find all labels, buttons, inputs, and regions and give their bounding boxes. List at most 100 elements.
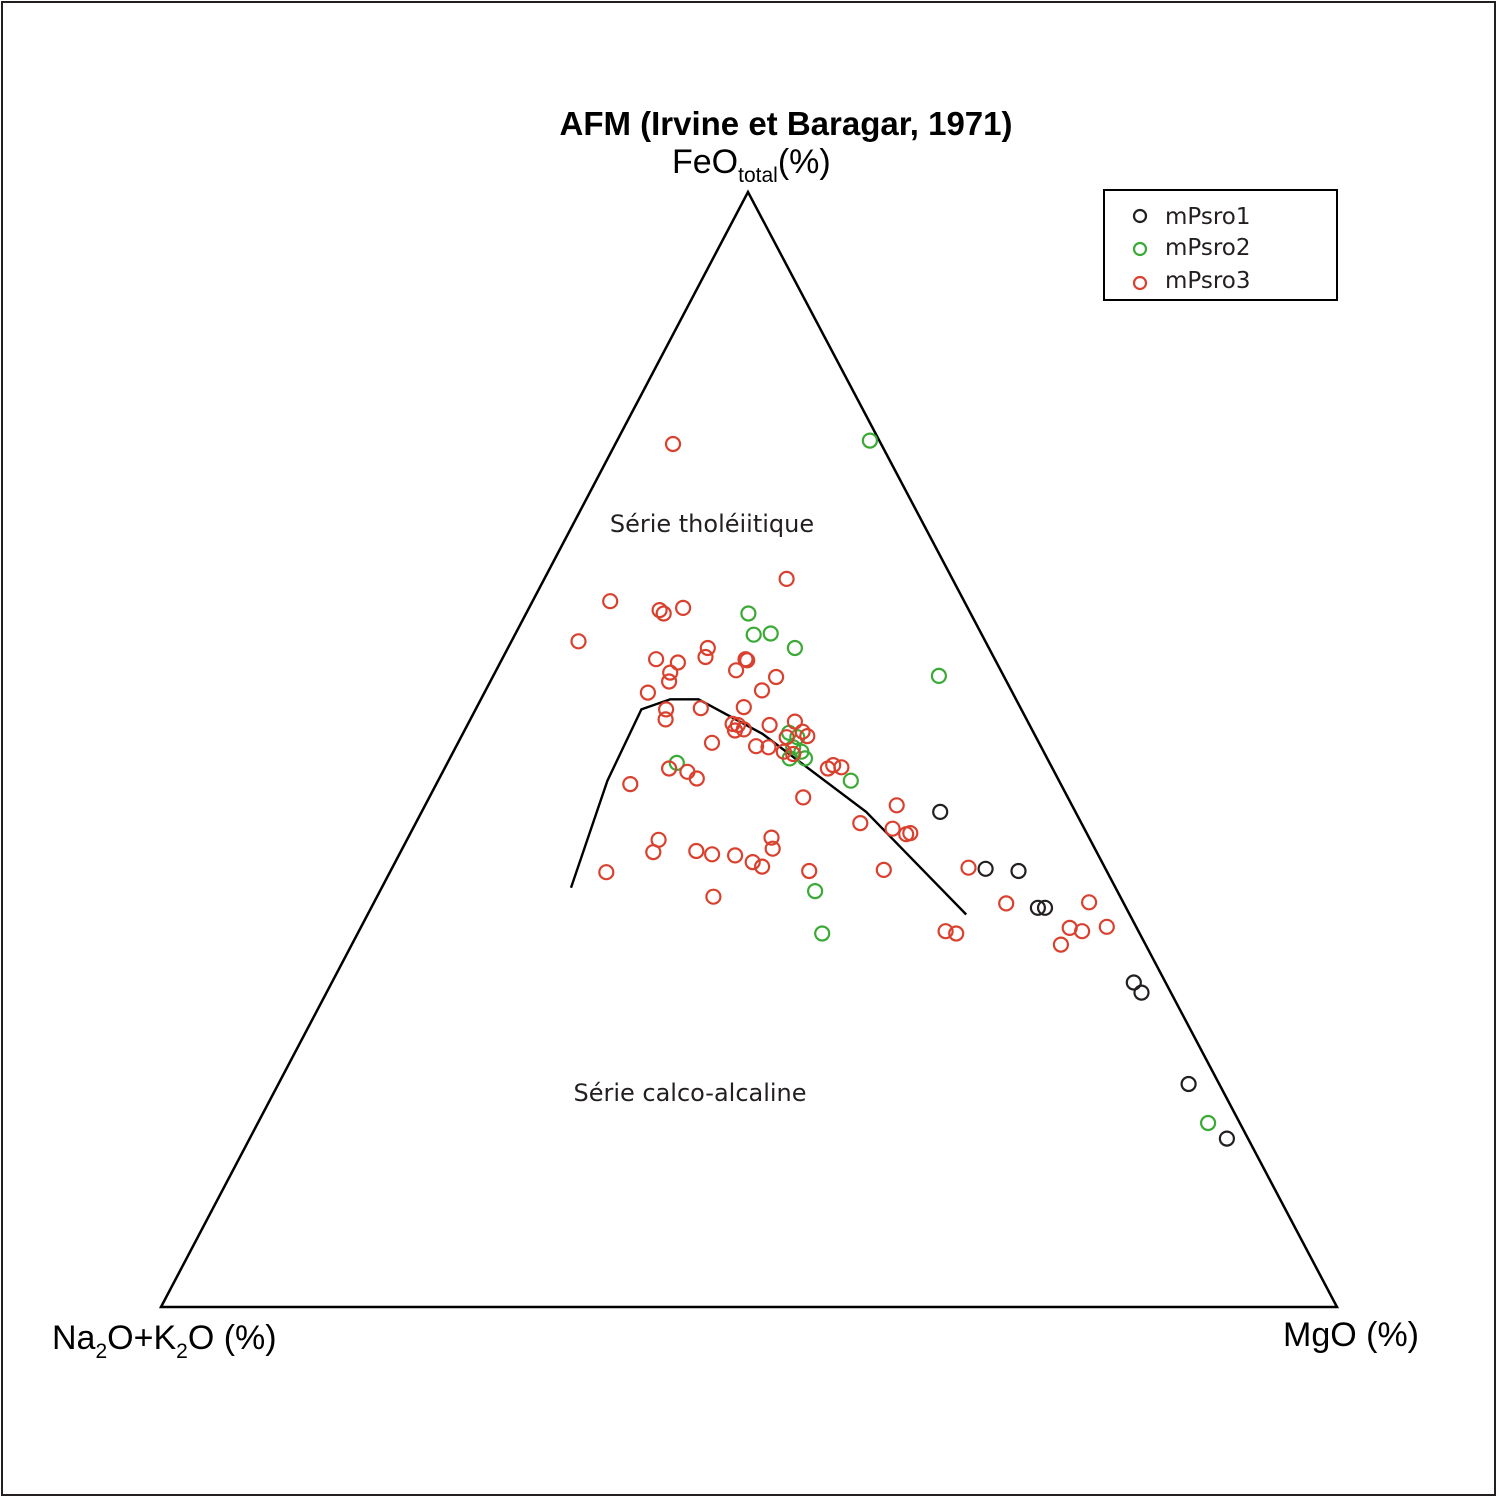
vertex-label-alkali: Na2O+K2O (%) xyxy=(52,1319,277,1363)
legend-box xyxy=(1103,189,1338,301)
point-mpsro3-28 xyxy=(786,713,804,730)
point-mpsro1-3 xyxy=(1010,862,1027,880)
point-mpsro2-14 xyxy=(842,772,859,789)
vertex-label-feo-main: FeO xyxy=(672,143,738,181)
vertex-label-feo-sub: total xyxy=(738,164,778,187)
point-mpsro3-1 xyxy=(664,435,682,453)
point-mpsro1-7 xyxy=(1133,984,1150,1001)
point-mpsro3-45 xyxy=(795,789,812,806)
vertex-label-alkali-part3: O (%) xyxy=(188,1319,277,1357)
point-mpsro3-17 xyxy=(767,668,785,686)
point-mpsro2-9 xyxy=(789,729,806,746)
point-mpsro1-6 xyxy=(1125,974,1142,991)
legend-marker-mpsro3 xyxy=(1132,275,1148,291)
point-mpsro3-32 xyxy=(799,727,816,745)
point-mpsro3-10 xyxy=(647,651,665,668)
point-mpsro3-66 xyxy=(1080,894,1098,911)
point-mpsro3-35 xyxy=(760,739,777,756)
point-mpsro1-1 xyxy=(932,803,949,821)
vertex-label-feo: FeOtotal(%) xyxy=(672,143,831,187)
point-mpsro1-2 xyxy=(977,860,994,877)
point-mpsro3-20 xyxy=(692,700,709,717)
point-mpsro3-37 xyxy=(785,745,802,763)
point-mpsro3-12 xyxy=(737,651,754,668)
point-mpsro3-58 xyxy=(744,853,761,871)
point-mpsro3-47 xyxy=(852,814,869,832)
point-mpsro3-70 xyxy=(948,925,965,942)
point-mpsro3-14 xyxy=(727,662,745,679)
legend-label-mpsro1: mPsro1 xyxy=(1165,204,1251,230)
point-mpsro3-56 xyxy=(726,847,744,864)
point-mpsro3-62 xyxy=(598,864,615,881)
point-mpsro3-21 xyxy=(657,701,675,718)
point-mpsro1-5 xyxy=(1036,899,1054,916)
point-mpsro3-53 xyxy=(764,840,781,857)
point-mpsro3-34 xyxy=(747,738,765,755)
legend-marker-mpsro1 xyxy=(1132,208,1148,224)
point-mpsro3-50 xyxy=(902,824,919,842)
point-mpsro3-36 xyxy=(775,743,792,760)
point-mpsro3-54 xyxy=(645,843,662,861)
point-mpsro3-16 xyxy=(660,673,678,690)
point-mpsro3-2 xyxy=(778,570,795,588)
point-mpsro2-4 xyxy=(762,625,779,642)
point-mpsro3-3 xyxy=(602,593,619,610)
point-mpsro2-6 xyxy=(930,667,948,685)
point-mpsro1-4 xyxy=(1029,899,1047,916)
point-mpsro3-63 xyxy=(960,859,977,876)
point-mpsro3-40 xyxy=(819,760,837,777)
point-mpsro3-29 xyxy=(761,716,778,734)
point-mpsro3-33 xyxy=(703,734,721,751)
point-mpsro3-7 xyxy=(570,633,587,650)
vertex-label-alkali-sub2: 2 xyxy=(176,1340,188,1363)
point-mpsro2-1 xyxy=(861,432,879,449)
legend-marker-mpsro2 xyxy=(1132,241,1148,257)
point-mpsro3-69 xyxy=(937,923,954,940)
point-mpsro3-48 xyxy=(884,820,901,837)
point-mpsro3-9 xyxy=(697,648,714,666)
point-mpsro3-5 xyxy=(651,601,668,619)
point-mpsro3-19 xyxy=(639,684,657,701)
point-mpsro3-31 xyxy=(794,723,811,740)
vertex-label-alkali-sub1: 2 xyxy=(95,1340,107,1363)
point-mpsro2-15 xyxy=(806,882,824,900)
vertex-label-alkali-part2: O+K xyxy=(107,1319,176,1357)
point-mpsro3-41 xyxy=(660,760,678,777)
point-mpsro3-60 xyxy=(875,861,892,879)
point-mpsro3-22 xyxy=(657,711,674,728)
point-mpsro3-68 xyxy=(1061,919,1078,937)
vertex-label-mgo: MgO (%) xyxy=(1283,1316,1419,1354)
point-mpsro3-57 xyxy=(703,846,721,863)
point-mpsro3-39 xyxy=(833,759,850,776)
point-mpsro3-6 xyxy=(655,605,672,622)
chart-title: AFM (Irvine et Baragar, 1971) xyxy=(559,105,1012,142)
point-mpsro3-23 xyxy=(735,698,752,716)
point-mpsro3-72 xyxy=(1098,918,1115,935)
ternary-triangle xyxy=(158,189,1340,1309)
point-mpsro3-64 xyxy=(705,888,722,905)
point-mpsro2-17 xyxy=(1199,1114,1217,1132)
point-mpsro2-5 xyxy=(786,639,804,657)
point-mpsro3-55 xyxy=(688,842,705,860)
point-mpsro3-26 xyxy=(735,721,752,738)
point-mpsro3-15 xyxy=(662,664,679,681)
legend-label-mpsro3: mPsro3 xyxy=(1165,268,1251,294)
point-mpsro3-4 xyxy=(674,599,692,617)
point-mpsro2-3 xyxy=(745,626,762,643)
point-mpsro2-2 xyxy=(740,605,757,622)
point-mpsro3-44 xyxy=(622,775,639,793)
region-label-calc-alkaline: Série calco-alcaline xyxy=(573,1079,806,1107)
vertex-label-alkali-part1: Na xyxy=(52,1319,96,1357)
point-mpsro3-46 xyxy=(888,797,905,814)
point-mpsro1-9 xyxy=(1218,1130,1236,1147)
point-mpsro3-30 xyxy=(778,729,795,746)
point-mpsro3-71 xyxy=(1052,936,1070,953)
point-mpsro1-8 xyxy=(1180,1075,1197,1093)
point-mpsro3-65 xyxy=(998,895,1015,912)
region-label-tholeiitic: Série tholéiitique xyxy=(610,510,814,538)
tholeiitic-calc-alkaline-boundary xyxy=(569,698,968,916)
legend: mPsro1 mPsro2 mPsro3 xyxy=(1103,189,1338,301)
point-mpsro3-43 xyxy=(688,770,705,787)
point-mpsro3-27 xyxy=(726,722,744,739)
